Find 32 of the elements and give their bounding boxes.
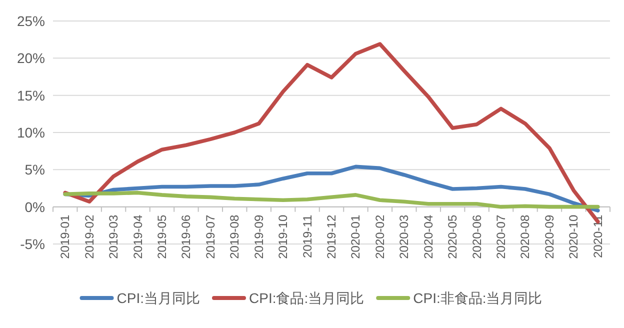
x-tick-label: 2020-03 [397, 214, 412, 259]
y-tick-label: -5% [20, 236, 45, 252]
x-tick-label: 2020-06 [470, 214, 484, 259]
x-tick-label: 2019-09 [252, 214, 266, 259]
x-tick-label: 2019-12 [324, 214, 338, 259]
x-tick-label: 2020-09 [542, 214, 556, 259]
x-tick-label: 2019-08 [228, 214, 242, 259]
x-tick-label: 2020-05 [446, 214, 460, 259]
x-tick-label: 2020-07 [494, 214, 508, 259]
legend-label: CPI:当月同比 [116, 290, 200, 306]
y-tick-label: 0% [24, 198, 45, 215]
x-tick-label: 2019-02 [82, 214, 96, 259]
x-tick-label: 2019-04 [130, 214, 145, 259]
legend-label: CPI:食品:当月同比 [248, 290, 364, 306]
x-tick-label: 2020-04 [421, 214, 436, 259]
x-tick-label: 2020-02 [372, 214, 387, 259]
x-tick-label: 2019-03 [106, 214, 121, 259]
y-tick-label: 10% [16, 124, 45, 140]
x-tick-label: 2019-10 [276, 214, 290, 259]
y-tick-label: 25% [16, 13, 45, 29]
x-tick-label: 2019-01 [58, 214, 72, 259]
x-tick-label: 2020-08 [518, 214, 532, 259]
x-tick-label: 2019-07 [203, 214, 218, 259]
legend-label: CPI:非食品:当月同比 [413, 290, 542, 306]
y-tick-label: 5% [24, 162, 45, 178]
x-tick-label: 2020-01 [348, 214, 363, 259]
x-tick-label: 2020-10 [566, 214, 581, 259]
x-tick-label: 2019-11 [300, 214, 314, 258]
y-tick-label: 20% [16, 50, 45, 66]
y-tick-label: 15% [16, 87, 45, 104]
x-tick-label: 2019-05 [154, 214, 169, 259]
x-tick-label: 2019-06 [179, 214, 194, 259]
